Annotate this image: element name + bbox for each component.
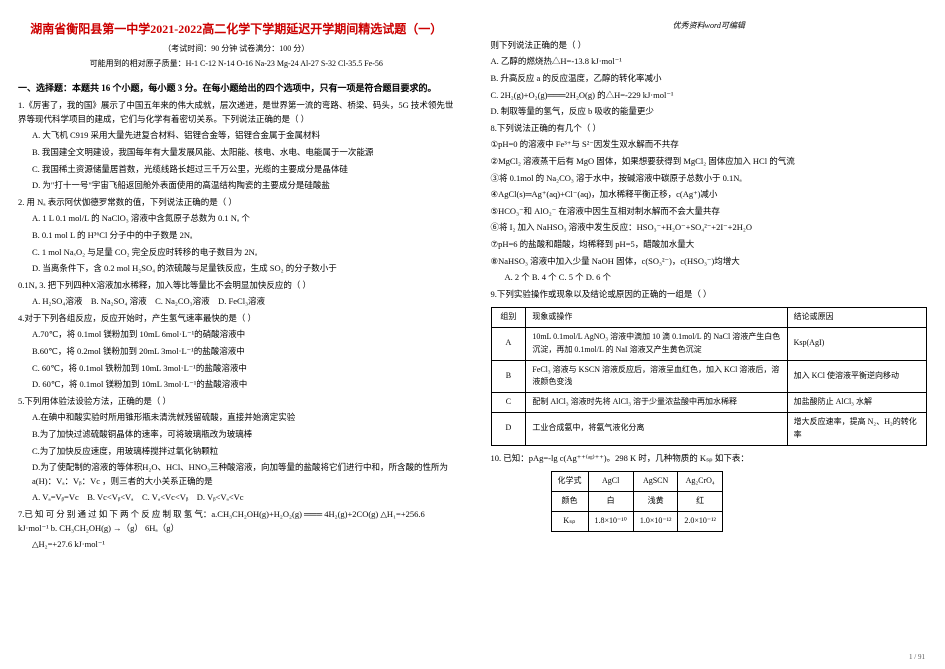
q3-options: A. H₂SO₄溶液 B. Na₂SO₄ 溶液 C. Na₂CO₃溶液 D. F… <box>18 295 455 309</box>
q10-stem: 10. 已知：pAg=-lg c(Ag⁺⁺⁽ᵃᵍ⁾⁺⁺)。298 K 时，几种物… <box>491 452 928 466</box>
q10-h3: AgSCN <box>633 472 678 492</box>
q1-stem: 1.《厉害了，我的国》展示了中国五年来的伟大成就，层次递进，是世界第一流的弯路、… <box>18 99 455 126</box>
cell-c2: 配制 AlCl₃ 溶液时先将 AlCl₃ 溶于少量浓盐酸中再加水稀释 <box>526 393 787 413</box>
th-phenom: 现象或操作 <box>526 308 787 328</box>
col2-line1: 则下列说法正确的是（ ） <box>491 39 928 53</box>
q8-o8: ⑧NaHSO₃ 溶液中加入少量 NaOH 固体，c(SO₃²⁻)，c(HSO₃⁻… <box>491 255 928 269</box>
title-main: 湖南省衡阳县第一中学2021-2022高二化学下学期延迟开学期间精选试题（一） <box>18 20 455 39</box>
q8-stem: 8.下列说法正确的有几个（ ） <box>491 122 928 136</box>
table-row: 颜色 白 浅黄 红 <box>551 492 722 512</box>
cell-c3: 加盐酸防止 AlCl₃ 水解 <box>787 393 926 413</box>
q10-r2-1: Kₛₚ <box>551 511 588 531</box>
q10-r2-4: 2.0×10⁻¹² <box>678 511 723 531</box>
th-group: 组别 <box>491 308 526 328</box>
page-number: 1 / 91 <box>909 652 925 663</box>
col2-c: C. 2H₂(g)+O₂(g)═══2H₂O(g) 的△H=-229 kJ·mo… <box>491 89 928 103</box>
q5-b: B.为了加快过滤硫酸铜晶体的速率，可将玻璃瓶改为玻璃棒 <box>18 428 455 442</box>
q1-b: B. 我国建全文明建设，我国每年有大量发展风能、太阳能、核电、水电、电能属于一次… <box>18 146 455 160</box>
right-column: 优秀资料word可编辑 则下列说法正确的是（ ） A. 乙醇的燃烧热△H=-13… <box>473 0 945 669</box>
q5-opt-a: A. Vₐ=Vᵦ=Vc <box>32 492 79 502</box>
cell-c1: C <box>491 393 526 413</box>
q10-r1-2: 白 <box>588 492 633 512</box>
q4-d: D. 60℃，将 0.1mol 镁粉加到 10mL 3mol·L⁻¹的盐酸溶液中 <box>18 378 455 392</box>
table-header-row: 化学式 AgCl AgSCN Ag₂CrO₄ <box>551 472 722 492</box>
q3-d: D. FeCl₃溶液 <box>218 296 265 306</box>
q3-stem: 0.1Nₐ 3. 把下列四种X溶液加水稀释，加入等比等量比不会明显加快反应的（ … <box>18 279 455 293</box>
table-row: C 配制 AlCl₃ 溶液时先将 AlCl₃ 溶于少量浓盐酸中再加水稀释 加盐酸… <box>491 393 927 413</box>
q2-a: A. 1 L 0.1 mol/L 的 NaClO₃ 溶液中含氮原子总数为 0.1… <box>18 212 455 226</box>
cell-a3: Ksp(AgI) <box>787 328 926 361</box>
q5-opt-c: C. Vₐ<Vc<Vᵦ <box>142 492 188 502</box>
q10-r2-2: 1.8×10⁻¹⁰ <box>588 511 633 531</box>
q5-opts: A. Vₐ=Vᵦ=Vc B. Vc<Vᵦ<Vₐ C. Vₐ<Vc<Vᵦ D. V… <box>18 491 455 505</box>
q5-c: C.为了加快反应速度，用玻璃棒搅拌过氧化钠颗粒 <box>18 445 455 459</box>
q2-stem: 2. 用 Nₐ 表示阿伏伽德罗常数的值，下列说法正确的是（ ） <box>18 196 455 210</box>
top-note: 优秀资料word可编辑 <box>491 20 928 33</box>
q10-r1-3: 浅黄 <box>633 492 678 512</box>
table-row: Kₛₚ 1.8×10⁻¹⁰ 1.0×10⁻¹² 2.0×10⁻¹² <box>551 511 722 531</box>
table-row: B FeCl₃ 溶液与 KSCN 溶液反应后，溶液呈血红色，加入 KCl 溶液后… <box>491 360 927 393</box>
q8-o4: ④AgCl(s)═Ag⁺(aq)+Cl⁻(aq)，加水稀释平衡正移，c(Ag⁺)… <box>491 188 928 202</box>
q8-o2: ②MgCl₂ 溶液蒸干后有 MgO 固体，如果想要获得到 MgCl₂ 固体应加入… <box>491 155 928 169</box>
q9-table: 组别 现象或操作 结论或原因 A 10mL 0.1mol/L AgNO₃ 溶液中… <box>491 307 928 445</box>
q3-b: B. Na₂SO₄ 溶液 <box>91 296 147 306</box>
q1-d: D. 为"打十一号"宇宙飞船返回舱外表面使用的高温结构陶瓷的主要成分是硅酸盐 <box>18 179 455 193</box>
cell-a1: A <box>491 328 526 361</box>
q8-opts: A. 2 个 B. 4 个 C. 5 个 D. 6 个 <box>491 271 928 285</box>
q8-o1: ①pH=0 的溶液中 Fe³⁺与 S²⁻因发生双水解而不共存 <box>491 138 928 152</box>
table-row: A 10mL 0.1mol/L AgNO₃ 溶液中滴加 10 滴 0.1mol/… <box>491 328 927 361</box>
q4-b: B.60℃，将 0.2mol 镁粉加到 20mL 3mol·L⁻¹的盐酸溶液中 <box>18 345 455 359</box>
q9-stem: 9.下列实验操作或现象以及结论或原因的正确的一组是（ ） <box>491 288 928 302</box>
q10-r2-3: 1.0×10⁻¹² <box>633 511 678 531</box>
q10-h1: 化学式 <box>551 472 588 492</box>
cell-a2: 10mL 0.1mol/L AgNO₃ 溶液中滴加 10 滴 0.1mol/L … <box>526 328 787 361</box>
q5-a: A.在碘中和酸实验时所用锥形瓶未清洗就残留硫酸，直接并始滴定实验 <box>18 411 455 425</box>
cell-d3: 增大反应速率，提高 N₂、H₂的转化率 <box>787 413 926 446</box>
q8-o6: ⑥将 I₂ 加入 NaHSO₃ 溶液中发生反应：HSO₃⁻+H₂O⁻+SO₄²⁻… <box>491 221 928 235</box>
col2-d: D. 制取等量的氢气，反应 b 吸收的能量更少 <box>491 105 928 119</box>
q10-h4: Ag₂CrO₄ <box>678 472 723 492</box>
q7-stem: 7.已 知 可 分 别 通 过 如 下 两 个 反 应 制 取 氢 气：a.CH… <box>18 508 455 535</box>
q5-opt-b: B. Vc<Vᵦ<Vₐ <box>87 492 133 502</box>
q2-b: B. 0.1 mol L 的 H³⁶Cl 分子中的中子数是 2Nₐ <box>18 229 455 243</box>
left-column: 湖南省衡阳县第一中学2021-2022高二化学下学期延迟开学期间精选试题（一） … <box>0 0 473 669</box>
q10-r1-4: 红 <box>678 492 723 512</box>
th-reason: 结论或原因 <box>787 308 926 328</box>
q1-a: A. 大飞机 C919 采用大量先进复合材料、铝锂合金等，铝锂合金属于金属材料 <box>18 129 455 143</box>
col2-b: B. 升高反应 a 的反应温度，乙醇的转化率减小 <box>491 72 928 86</box>
q4-a: A.70℃，将 0.1mol 镁粉加到 10mL 6mol·L⁻¹的硝酸溶液中 <box>18 328 455 342</box>
cell-b2: FeCl₃ 溶液与 KSCN 溶液反应后，溶液呈血红色，加入 KCl 溶液后，溶… <box>526 360 787 393</box>
exam-info: （考试时间：90 分钟 试卷满分：100 分） <box>18 43 455 56</box>
cell-d2: 工业合成氨中，将氨气液化分离 <box>526 413 787 446</box>
q3-a: A. H₂SO₄溶液 <box>32 296 82 306</box>
q2-c: C. 1 mol NaₓO₂ 与足量 CO₂ 完全反应时转移的电子数目为 2Nₐ <box>18 246 455 260</box>
q8-o3: ③将 0.1mol 的 Na₂CO₃ 溶于水中，按碱溶液中碳原子总数小于 0.1… <box>491 172 928 186</box>
table-row: D 工业合成氨中，将氨气液化分离 增大反应速率，提高 N₂、H₂的转化率 <box>491 413 927 446</box>
q10-r1-1: 颜色 <box>551 492 588 512</box>
q3-c: C. Na₂CO₃溶液 <box>155 296 210 306</box>
q2-d: D. 当离条件下，含 0.2 mol H₂SO₄ 的浓硫酸与足量铁反应，生成 S… <box>18 262 455 276</box>
q7-line2: △H₂=+27.6 kJ·mol⁻¹ <box>18 538 455 552</box>
section1-heading: 一、选择题：本题共 16 个小题，每小题 3 分。在每小题给出的四个选项中，只有… <box>18 81 455 95</box>
q10-h2: AgCl <box>588 472 633 492</box>
elements-list: 可能用到的相对原子质量：H-1 C-12 N-14 O-16 Na-23 Mg-… <box>18 58 455 71</box>
q8-o5: ⑤HCO₃⁻和 AlO₂⁻ 在溶液中因生互相对制水解而不会大量共存 <box>491 205 928 219</box>
q5-d: D.为了使配制的溶液的等体积H₂O、HCl、HNO₃三种酸溶液，向加等量的盐酸将… <box>18 461 455 488</box>
q10-table: 化学式 AgCl AgSCN Ag₂CrO₄ 颜色 白 浅黄 红 Kₛₚ 1.8… <box>551 471 723 531</box>
q4-c: C. 60℃，将 0.1mol 铁粉加到 10mL 3mol·L⁻¹的盐酸溶液中 <box>18 362 455 376</box>
table-header-row: 组别 现象或操作 结论或原因 <box>491 308 927 328</box>
q5-stem: 5.下列用体验法设验方法，正确的是（ ） <box>18 395 455 409</box>
q5-opt-d: D. Vᵦ<Vₐ<Vc <box>197 492 244 502</box>
q8-o7: ⑦pH=6 的盐酸和醋酸，均稀释到 pH=5，醋酸加水量大 <box>491 238 928 252</box>
col2-a: A. 乙醇的燃烧热△H=-13.8 kJ·mol⁻¹ <box>491 55 928 69</box>
cell-b3: 加入 KCl 使溶液平衡逆向移动 <box>787 360 926 393</box>
cell-d1: D <box>491 413 526 446</box>
cell-b1: B <box>491 360 526 393</box>
q4-stem: 4.对于下列各组反应，反应开始时，产生氢气速率最快的是（ ） <box>18 312 455 326</box>
q1-c: C. 我国稀土资源储量居首数，光缆线路长超过三千万公里，光缆的主要成分是晶体硅 <box>18 163 455 177</box>
